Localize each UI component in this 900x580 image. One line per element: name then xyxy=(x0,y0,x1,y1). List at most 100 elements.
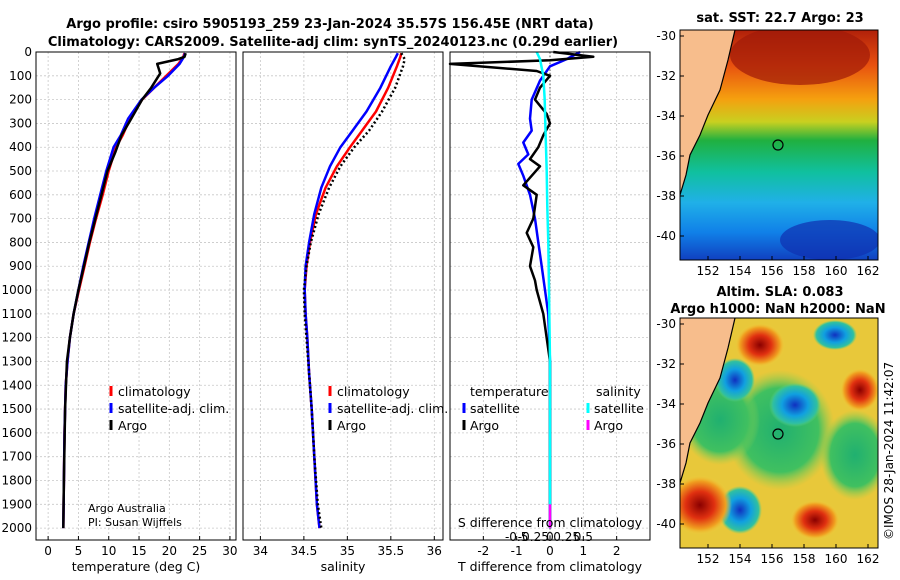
lon-tick-label: 158 xyxy=(793,552,816,566)
lat-tick-label: -34 xyxy=(656,109,676,123)
sla-eddy-blue-1 xyxy=(769,383,821,427)
y-tick-label: 2000 xyxy=(1,521,32,535)
y-tick-label: 1500 xyxy=(1,402,32,416)
sla-coastline xyxy=(680,318,736,484)
lat-tick-label: -30 xyxy=(656,317,676,331)
sst-cool-patch xyxy=(780,220,878,260)
x-tick-label: 36 xyxy=(427,544,442,558)
credit-line-1: Argo Australia xyxy=(88,502,166,515)
lat-tick-label: -40 xyxy=(656,229,676,243)
lon-tick-label: 162 xyxy=(857,552,880,566)
sla-eddy-blue-2 xyxy=(715,358,755,402)
temperature-panel: 0 5 10 15 20 25 30 temperature (deg C) 0 100 200 30… xyxy=(1,45,237,574)
lat-tick-label: -40 xyxy=(656,517,676,531)
legend-label: satellite xyxy=(594,401,644,416)
lat-tick-label: -32 xyxy=(656,357,676,371)
sla-map-title-2: Argo h1000: NaN h2000: NaN xyxy=(670,302,885,317)
sla-eddy-red-1 xyxy=(680,475,732,535)
series-salinity-satellite xyxy=(535,51,552,529)
lat-tick-label: -36 xyxy=(656,149,676,163)
sla-map-frame xyxy=(679,317,879,549)
x-tick-label: 35.5 xyxy=(377,544,404,558)
x-axis-label: salinity xyxy=(321,559,366,574)
y-tick-label: 0 xyxy=(24,45,32,59)
legend-label: satellite-adj. clim. xyxy=(337,401,448,416)
x2-tick-label: 0 xyxy=(546,530,554,544)
sla-eddy-red-2 xyxy=(735,323,785,367)
y-tick-label: 1800 xyxy=(1,473,32,487)
x-tick-label: 34 xyxy=(253,544,268,558)
y-tick-label: 400 xyxy=(9,140,32,154)
y-tick-label: 800 xyxy=(9,235,32,249)
legend-label: satellite xyxy=(470,401,520,416)
sla-map xyxy=(680,318,878,548)
series-temperature-satellite xyxy=(517,50,581,529)
series-argo xyxy=(302,52,406,529)
sla-eddy-red-4 xyxy=(790,500,840,540)
series-argo xyxy=(62,52,187,529)
salinity-panel: 34 34.5 35 35.5 36 salinity climatology satelli… xyxy=(242,51,448,574)
legend-label: Argo xyxy=(470,418,499,433)
lon-tick-label: 152 xyxy=(697,552,720,566)
panel-frame xyxy=(242,51,444,541)
legend-label: Argo xyxy=(118,418,147,433)
x2-axis-label: S difference from climatology xyxy=(458,515,643,530)
y-tick-label: 1600 xyxy=(1,426,32,440)
sst-map-frame xyxy=(679,29,879,261)
legend-title-temperature: temperature xyxy=(470,384,549,399)
side-stamp: ©IMOS 28-Jan-2024 11:42:07 xyxy=(882,362,896,540)
title-line-1: Argo profile: csiro 5905193_259 23-Jan-2… xyxy=(66,17,593,32)
x-tick-label: 30 xyxy=(222,544,237,558)
y-tick-label: 1200 xyxy=(1,331,32,345)
sla-eddy-blue-4 xyxy=(813,320,857,350)
lon-tick-label: 158 xyxy=(793,264,816,278)
y-tick-label: 700 xyxy=(9,212,32,226)
lat-tick-label: -30 xyxy=(656,29,676,43)
x-tick-label: -1 xyxy=(511,544,523,558)
x-tick-label: 10 xyxy=(101,544,116,558)
x2-tick-label: 0.25 xyxy=(553,530,580,544)
x2-tick-label: -0.5 xyxy=(505,530,528,544)
lon-tick-label: 160 xyxy=(825,264,848,278)
x-tick-label: 5 xyxy=(75,544,83,558)
legend-label: climatology xyxy=(118,384,191,399)
sst-land xyxy=(680,30,735,195)
x2-tick-label: 0.5 xyxy=(574,530,593,544)
x-tick-label: -2 xyxy=(477,544,489,558)
lon-tick-label: 162 xyxy=(857,264,880,278)
x-axis-label: temperature (deg C) xyxy=(72,559,201,574)
series-temperature-argo xyxy=(448,50,595,529)
x-tick-label: 1 xyxy=(580,544,588,558)
x-tick-label: 34.5 xyxy=(291,544,318,558)
legend-title-salinity: salinity xyxy=(596,384,641,399)
sst-warm-core xyxy=(730,30,870,85)
sla-eddy-green-3 xyxy=(820,410,878,500)
y-tick-label: 1300 xyxy=(1,354,32,368)
lon-tick-label: 156 xyxy=(761,264,784,278)
credit-line-2: PI: Susan Wijffels xyxy=(88,516,182,529)
x-tick-label: 0 xyxy=(546,544,554,558)
lon-tick-label: 160 xyxy=(825,552,848,566)
lon-tick-label: 152 xyxy=(697,264,720,278)
y-tick-label: 1700 xyxy=(1,450,32,464)
y-tick-label: 1900 xyxy=(1,497,32,511)
y-tick-label: 900 xyxy=(9,259,32,273)
lat-tick-label: -34 xyxy=(656,397,676,411)
lat-tick-label: -38 xyxy=(656,189,676,203)
sst-map-axes: 152 154 156 158 160 162 -30 -32 -34 -36 -38 -40 xyxy=(656,29,879,278)
legend-label: Argo xyxy=(337,418,366,433)
title-line-2: Climatology: CARS2009. Satellite-adj cli… xyxy=(48,35,618,50)
x2-tick-label: -0.25 xyxy=(518,530,549,544)
x-tick-label: 0 xyxy=(44,544,52,558)
sst-coastline xyxy=(680,30,736,196)
sla-land xyxy=(680,318,735,483)
sla-map-title-1: Altim. SLA: 0.083 xyxy=(717,285,844,300)
x-tick-label: 25 xyxy=(192,544,207,558)
sst-map-title: sat. SST: 22.7 Argo: 23 xyxy=(696,11,863,26)
y-tick-label: 500 xyxy=(9,164,32,178)
lat-tick-label: -38 xyxy=(656,477,676,491)
legend-label: Argo xyxy=(594,418,623,433)
x-tick-label: 15 xyxy=(131,544,146,558)
x-tick-label: 35 xyxy=(340,544,355,558)
